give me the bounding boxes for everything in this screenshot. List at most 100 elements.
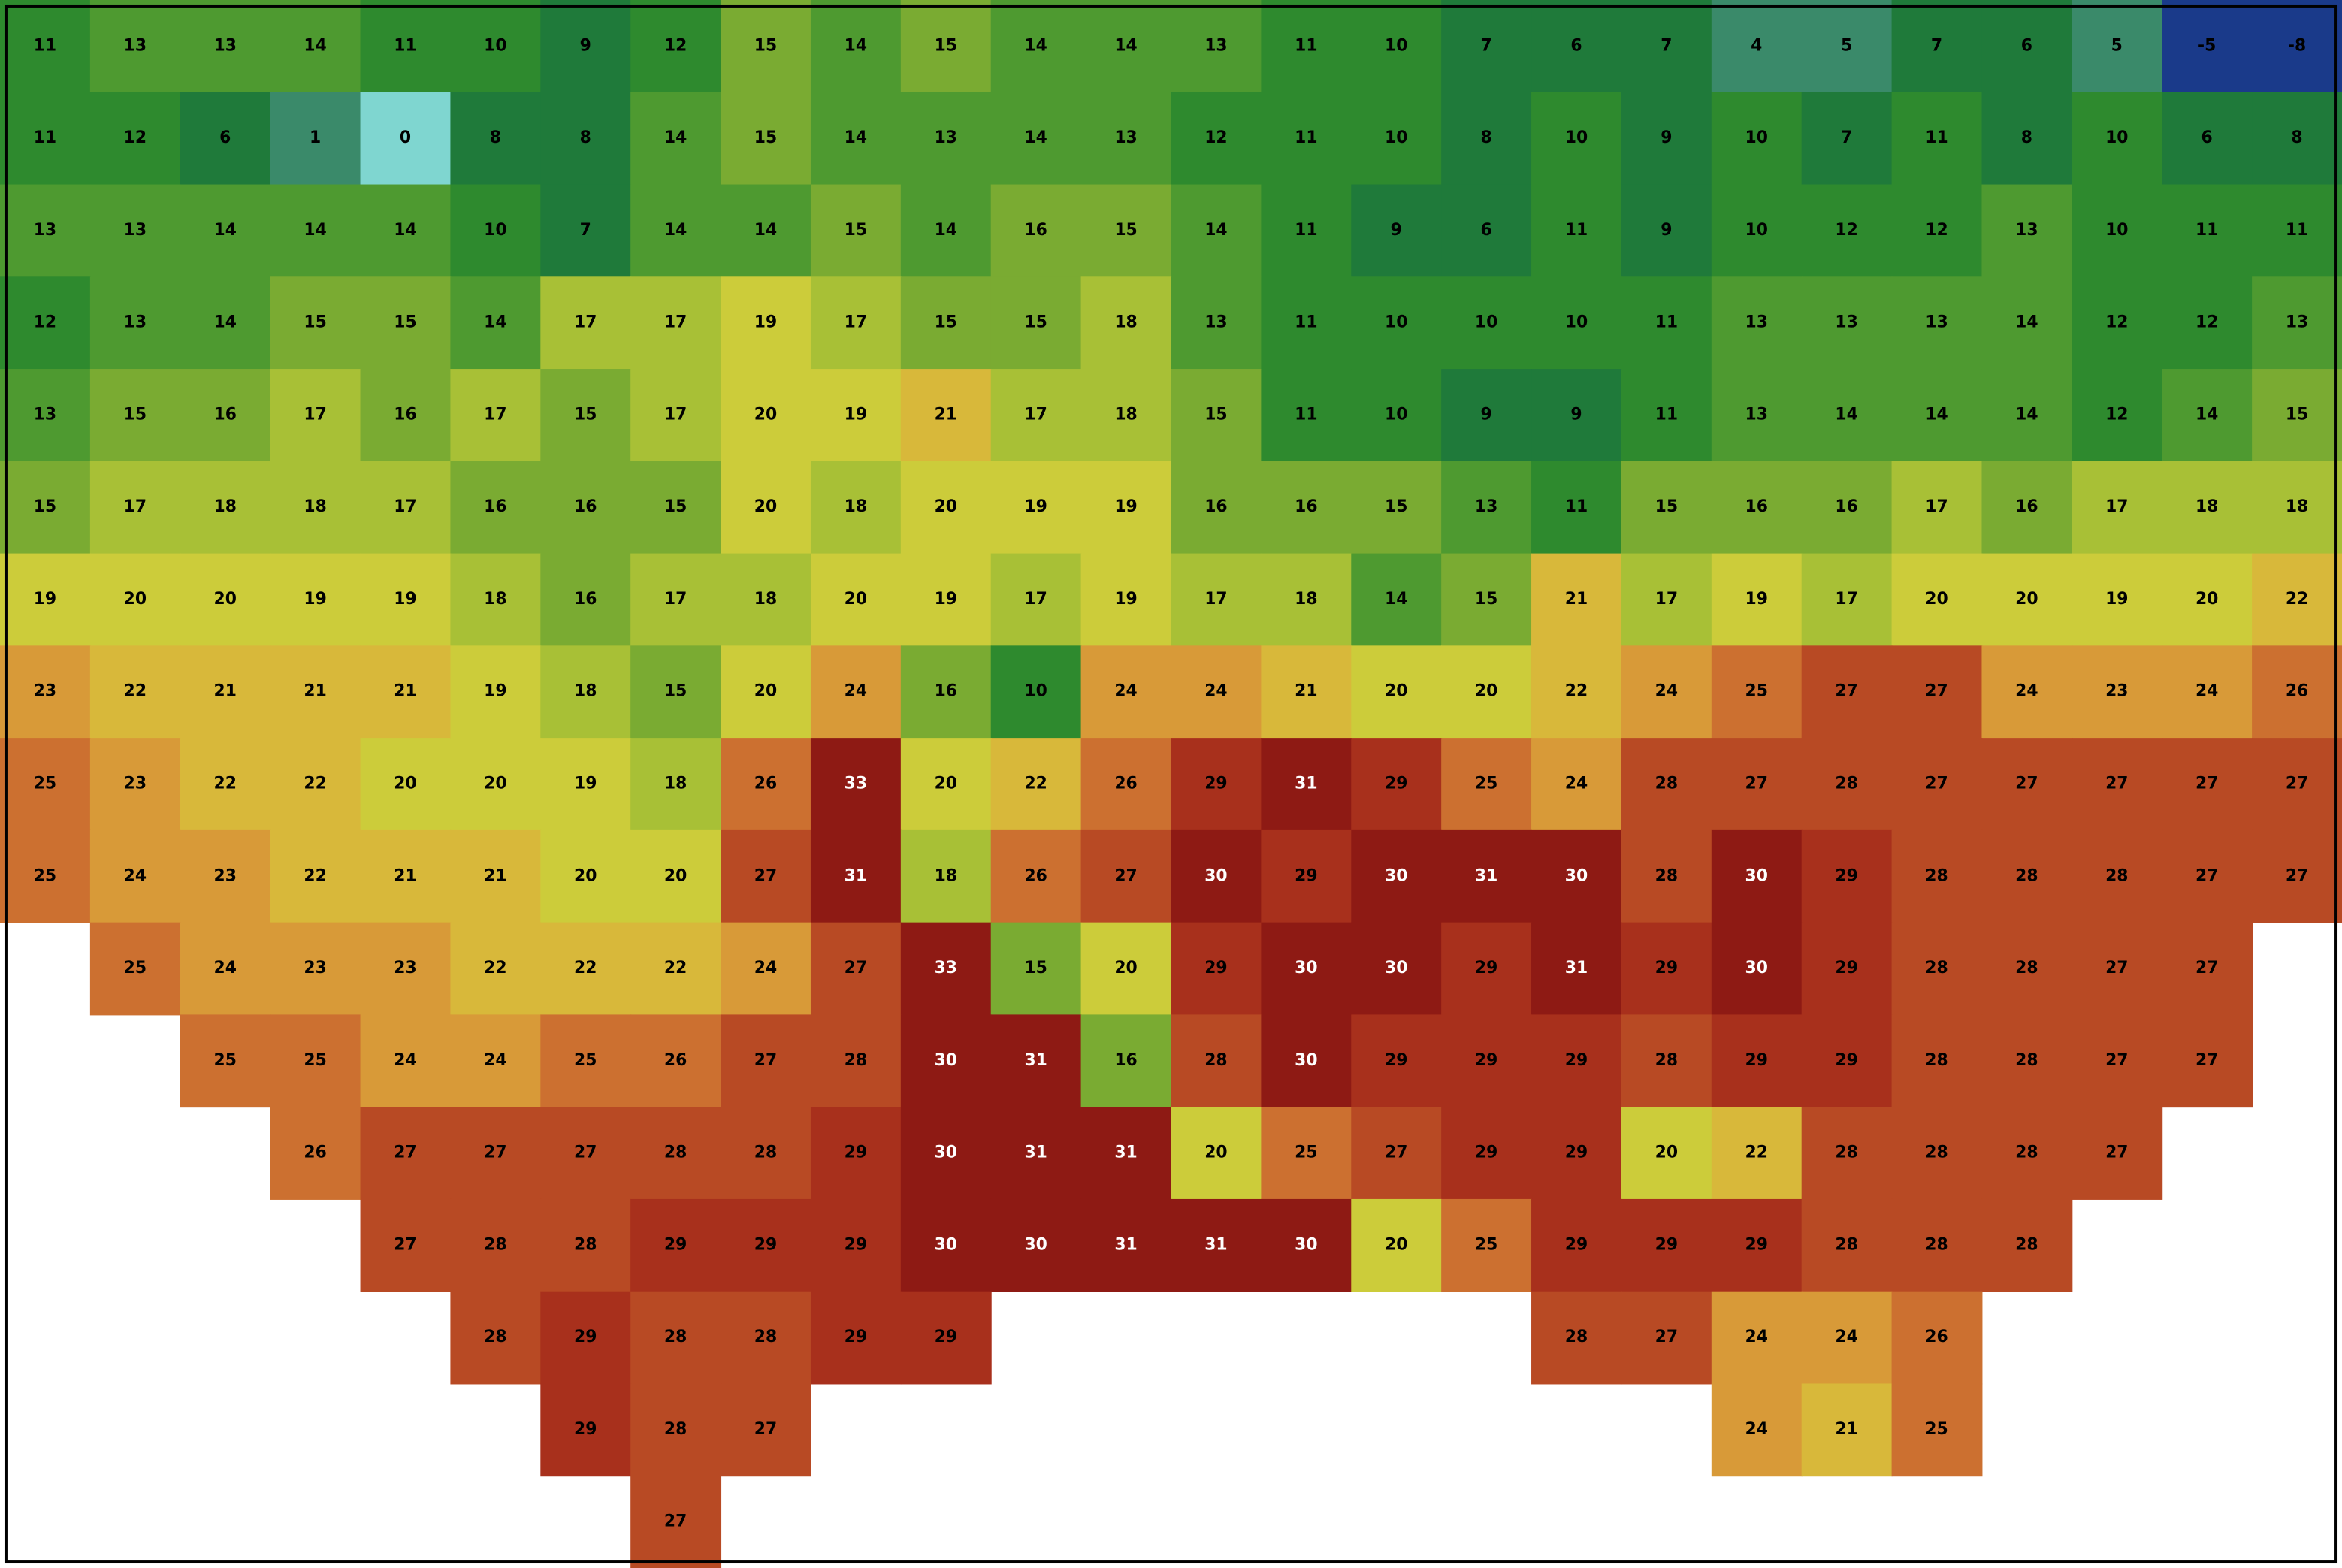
temperature-label: 12: [1925, 221, 1948, 240]
temperature-cell: [1801, 738, 1893, 831]
temperature-cell: [1711, 92, 1803, 186]
temperature-label: 6: [1570, 36, 1582, 55]
temperature-label: 14: [1024, 36, 1047, 55]
temperature-cell: [721, 0, 811, 93]
temperature-cell: [1531, 922, 1622, 1016]
temperature-cell: [990, 922, 1082, 1016]
temperature-label: 17: [1655, 590, 1678, 609]
temperature-cell: [630, 276, 722, 370]
temperature-label: 9: [1570, 405, 1582, 424]
temperature-label: 12: [1835, 221, 1857, 240]
temperature-cell: [630, 369, 722, 462]
temperature-cell: [2162, 92, 2253, 186]
temperature-cell: [2252, 738, 2342, 831]
temperature-label: 14: [2015, 313, 2038, 332]
temperature-label: 20: [1204, 1144, 1227, 1162]
temperature-cell: [1261, 276, 1352, 370]
temperature-cell: [1801, 1383, 1893, 1477]
temperature-cell: [1441, 1198, 1533, 1292]
temperature-cell: [1711, 1198, 1803, 1292]
temperature-label: 23: [213, 866, 236, 885]
temperature-cell: [1171, 461, 1262, 554]
temperature-label: 19: [845, 405, 867, 424]
temperature-label: 19: [484, 682, 506, 701]
temperature-label: 27: [394, 1144, 416, 1162]
temperature-label: 26: [664, 1051, 687, 1070]
temperature-label: 6: [1480, 221, 1491, 240]
temperature-label: 28: [1565, 1328, 1588, 1346]
temperature-cell: [1981, 0, 2073, 93]
temperature-label: 25: [213, 1051, 236, 1070]
temperature-label: 29: [1835, 866, 1857, 885]
temperature-cell: [270, 1014, 361, 1108]
temperature-cell: [2072, 461, 2163, 554]
temperature-label: 14: [664, 221, 687, 240]
temperature-cell: [1531, 1014, 1622, 1108]
temperature-label: 11: [1925, 128, 1948, 147]
temperature-cell: [721, 1198, 811, 1292]
temperature-cell: [630, 461, 722, 554]
temperature-cell: [540, 1014, 632, 1108]
temperature-label: 20: [394, 775, 416, 793]
temperature-cell: [990, 1107, 1082, 1200]
temperature-cell: [2072, 1107, 2163, 1200]
temperature-cell: [1891, 1107, 1983, 1200]
temperature-cell: [721, 276, 811, 370]
temperature-cell: [810, 461, 902, 554]
temperature-label: 22: [1745, 1144, 1768, 1162]
temperature-cell: [1531, 369, 1622, 462]
temperature-label: 20: [754, 682, 777, 701]
temperature-label: 14: [754, 221, 777, 240]
temperature-cell: [721, 922, 811, 1016]
temperature-cell: [270, 369, 361, 462]
temperature-label: 27: [754, 866, 777, 885]
temperature-cell: [270, 92, 361, 186]
temperature-cell: [1621, 369, 1712, 462]
temperature-cell: [1351, 922, 1443, 1016]
temperature-cell: [900, 829, 992, 923]
temperature-label: 24: [124, 866, 147, 885]
temperature-cell: [540, 1291, 632, 1385]
temperature-label: 30: [1295, 959, 1317, 977]
temperature-cell: [1171, 1014, 1262, 1108]
temperature-label: 27: [845, 959, 867, 977]
temperature-label: 28: [2015, 866, 2038, 885]
temperature-label: 18: [213, 497, 236, 516]
temperature-label: 18: [935, 866, 957, 885]
temperature-cell: [900, 369, 992, 462]
temperature-label: 18: [2286, 497, 2308, 516]
temperature-cell: [630, 1291, 722, 1385]
temperature-cell: [540, 1198, 632, 1292]
temperature-cell: [89, 0, 181, 93]
temperature-cell: [1080, 1198, 1172, 1292]
temperature-cell: [450, 738, 542, 831]
temperature-label: 29: [845, 1235, 867, 1254]
temperature-cell: [180, 738, 271, 831]
temperature-label: 16: [2015, 497, 2038, 516]
temperature-label: -8: [2288, 36, 2306, 55]
temperature-cell: [89, 184, 181, 278]
temperature-label: 26: [304, 1144, 326, 1162]
temperature-label: 15: [34, 497, 56, 516]
temperature-label: 20: [574, 866, 597, 885]
temperature-cell: [721, 1107, 811, 1200]
temperature-label: 25: [34, 866, 56, 885]
temperature-cell: [1080, 92, 1172, 186]
temperature-label: 20: [935, 497, 957, 516]
temperature-cell: [990, 461, 1082, 554]
temperature-cell: [810, 922, 902, 1016]
temperature-label: 14: [1835, 405, 1857, 424]
temperature-cell: [1441, 92, 1533, 186]
temperature-cell: [0, 0, 91, 93]
temperature-label: 11: [1565, 221, 1588, 240]
temperature-label: 15: [1204, 405, 1227, 424]
temperature-cell: [630, 553, 722, 647]
temperature-cell: [2162, 1014, 2253, 1108]
temperature-cell: [270, 461, 361, 554]
temperature-label: 14: [664, 128, 687, 147]
temperature-cell: [630, 0, 722, 93]
temperature-label: 28: [1925, 1144, 1948, 1162]
temperature-cell: [540, 922, 632, 1016]
temperature-label: 15: [664, 682, 687, 701]
temperature-cell: [1801, 922, 1893, 1016]
